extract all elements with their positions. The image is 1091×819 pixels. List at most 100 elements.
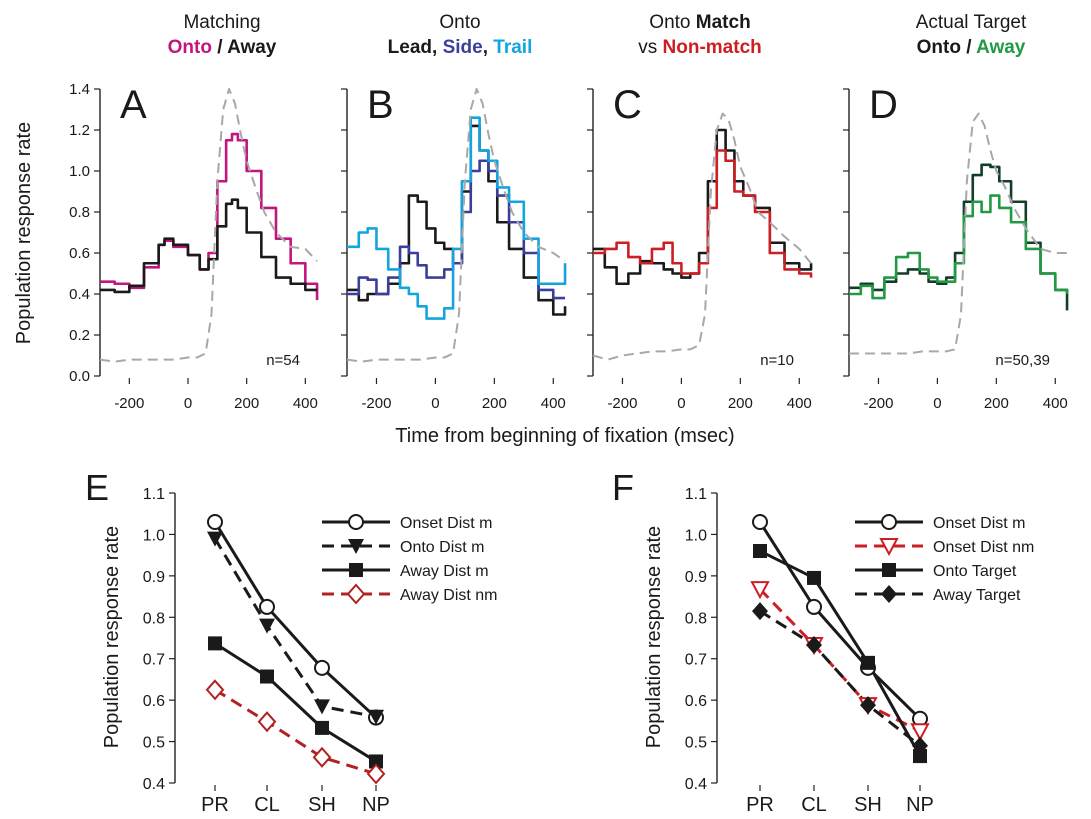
legend-entry: Onto Target xyxy=(855,563,1017,580)
marker-diamond xyxy=(205,679,225,701)
marker-triangle xyxy=(910,723,930,742)
title-part: Onto xyxy=(168,37,212,58)
legend-entry: Onset Dist nm xyxy=(855,538,1034,557)
n-label: n=54 xyxy=(266,352,300,369)
y-tick-label: 0.4 xyxy=(143,776,165,793)
y-tick-label: 0.8 xyxy=(69,204,90,221)
x-tick-label: 400 xyxy=(1043,395,1068,412)
series-line-reference xyxy=(346,88,566,363)
marker-triangle xyxy=(259,618,275,634)
y-tick-label: 1.0 xyxy=(685,527,707,544)
series-line-onset-dist-m xyxy=(213,521,378,719)
y-tick-label: 0.9 xyxy=(685,569,707,586)
marker-square xyxy=(208,636,222,651)
y-tick-label: 0.7 xyxy=(143,652,165,669)
x-tick-label: -200 xyxy=(361,395,391,412)
panel-title-line1: Onto Match xyxy=(649,12,750,33)
marker-square xyxy=(882,563,896,577)
x-tick-label: 200 xyxy=(728,395,753,412)
y-tick-label: 1.0 xyxy=(69,163,90,180)
marker-circle xyxy=(881,514,897,530)
x-tick-label: SH xyxy=(854,794,882,816)
marker-triangle xyxy=(207,531,223,547)
marker-square xyxy=(315,720,329,735)
legend-entry: Away Target xyxy=(855,585,1021,604)
marker-square xyxy=(913,749,927,764)
marker-triangle xyxy=(348,539,364,554)
legend-entry: Away Dist nm xyxy=(322,583,498,605)
series-line-onto xyxy=(100,132,319,301)
y-tick-label: 0.6 xyxy=(685,693,707,710)
panel-letter: E xyxy=(85,467,109,508)
y-tick-label: 0.5 xyxy=(685,735,707,752)
x-tick-label: CL xyxy=(254,794,280,816)
x-tick-label: -200 xyxy=(114,395,144,412)
marker-triangle xyxy=(368,709,384,725)
panel-title-line2: Onto / Away xyxy=(168,37,277,58)
panel-title-line2: Onto / Away xyxy=(917,37,1026,58)
top-panels: Matching Onto / Away A 0.0 0.2 0.4 0.6 0.8 1.0 1.… xyxy=(69,12,1069,412)
marker-circle xyxy=(259,598,275,615)
title-part: Away xyxy=(227,37,277,58)
series-line-reference xyxy=(99,88,318,363)
y-tick-label: 0.4 xyxy=(69,286,90,303)
panel-title-line2: vs Non-match xyxy=(638,37,762,58)
marker-square xyxy=(807,570,821,585)
title-part: Non-match xyxy=(663,37,762,58)
x-tick-label: NP xyxy=(362,794,390,816)
series-line-onto xyxy=(849,163,1069,311)
series-line-away-dist-nm xyxy=(214,688,377,776)
marker-square xyxy=(753,544,767,558)
x-tick-label: 200 xyxy=(482,395,507,412)
panel-letter: F xyxy=(612,467,634,508)
marker-square xyxy=(861,655,875,670)
title-part: / xyxy=(212,37,227,58)
legend-label: Onset Dist nm xyxy=(933,539,1034,556)
x-tick-label: CL xyxy=(801,794,827,816)
legend-label: Away Target xyxy=(933,587,1021,604)
panel-title-line2: Lead, Side, Trail xyxy=(388,37,533,58)
x-tick-label: -200 xyxy=(863,395,893,412)
title-part: , xyxy=(432,37,443,58)
marker-diamond xyxy=(881,585,897,603)
y-tick-label: 0.0 xyxy=(69,368,90,385)
y-tick-label: 1.1 xyxy=(143,486,165,503)
panel-e: E 0.4 0.5 0.6 0.7 0.8 0.9 1.0 1.1 PR CL SH NP Onset D… xyxy=(85,467,498,816)
marker-circle xyxy=(806,598,822,615)
bottom-left-y-axis-label: Population response rate xyxy=(101,526,123,748)
y-tick-label: 0.6 xyxy=(143,693,165,710)
x-tick-label: 0 xyxy=(184,395,192,412)
y-tick-label: 1.0 xyxy=(143,527,165,544)
legend-entry: Away Dist m xyxy=(322,563,489,580)
series-line-lead xyxy=(347,124,567,316)
title-part: , xyxy=(483,37,494,58)
series-line-reference xyxy=(849,112,1068,355)
marker-diamond xyxy=(257,711,277,733)
bottom-panels: E 0.4 0.5 0.6 0.7 0.8 0.9 1.0 1.1 PR CL SH NP Onset D… xyxy=(85,467,1034,816)
x-tick-label: SH xyxy=(308,794,336,816)
series-line-reference xyxy=(592,112,812,361)
marker-circle xyxy=(314,659,330,676)
legend-label: Onset Dist m xyxy=(933,515,1025,532)
series-line-trail xyxy=(347,116,567,320)
marker-diamond xyxy=(806,636,822,655)
series-line-away xyxy=(849,194,1069,300)
series-line-away-target xyxy=(759,609,921,747)
series-line-away-dist-m xyxy=(214,642,377,763)
series-line-non-match xyxy=(593,149,813,278)
panel-letter: A xyxy=(120,83,147,127)
title-part: Onto / xyxy=(917,37,973,58)
legend-entry: Onset Dist m xyxy=(855,514,1025,532)
marker-diamond xyxy=(860,696,876,715)
marker-triangle xyxy=(314,699,330,715)
x-tick-label: 400 xyxy=(787,395,812,412)
panel-a: Matching Onto / Away A 0.0 0.2 0.4 0.6 0.8 1.0 1.… xyxy=(69,12,319,412)
panel-letter: B xyxy=(367,83,394,127)
x-tick-label: 0 xyxy=(431,395,439,412)
y-tick-label: 1.4 xyxy=(69,81,90,98)
legend-label: Onto Dist m xyxy=(400,539,484,556)
y-tick-label: 0.6 xyxy=(69,245,90,262)
x-tick-label: -200 xyxy=(607,395,637,412)
top-x-axis-label: Time from beginning of fixation (msec) xyxy=(395,425,734,447)
